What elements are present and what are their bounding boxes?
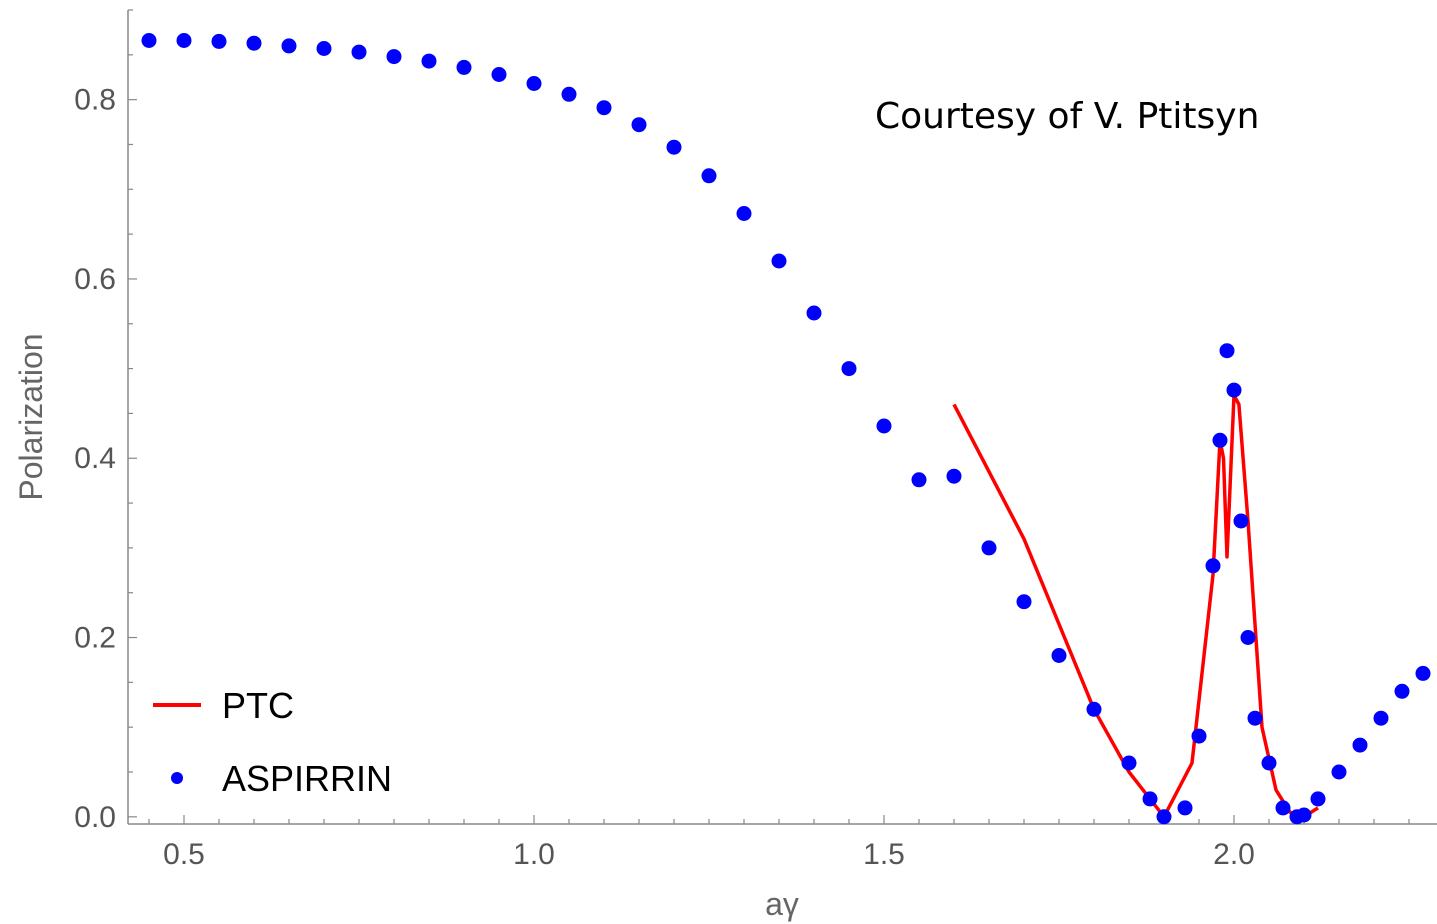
aspirrin-point: [876, 418, 892, 434]
aspirrin-point: [1086, 701, 1102, 717]
aspirrin-point: [211, 33, 227, 49]
y-ticks: 0.0 0.2 0.4 0.6 0.8: [74, 9, 137, 834]
aspirrin-point: [1331, 764, 1347, 780]
aspirrin-point: [456, 59, 472, 75]
y-tick-label: 0.0: [74, 801, 116, 834]
aspirrin-point: [1156, 809, 1172, 825]
aspirrin-point: [1240, 630, 1256, 645]
y-tick-label: 0.2: [74, 622, 116, 655]
aspirrin-point: [141, 33, 157, 48]
y-tick-label: 0.6: [74, 263, 116, 296]
aspirrin-point: [1233, 513, 1249, 529]
aspirrin-point: [316, 41, 332, 56]
aspirrin-point: [771, 253, 787, 269]
aspirrin-point: [1296, 807, 1312, 823]
aspirrin-point: [1310, 791, 1326, 807]
aspirrin-point: [1177, 800, 1193, 816]
aspirrin-point: [1051, 648, 1067, 663]
ptc-line: [952, 393, 1319, 819]
aspirrin-point: [841, 361, 857, 377]
aspirrin-point: [421, 53, 437, 69]
x-tick-label: 1.5: [863, 838, 905, 871]
aspirrin-point: [1219, 343, 1235, 359]
aspirrin-point: [1191, 728, 1207, 744]
aspirrin-point: [1205, 558, 1221, 574]
aspirrin-point: [491, 67, 507, 82]
aspirrin-point: [981, 540, 997, 556]
aspirrin-point: [736, 206, 752, 221]
x-axis-title: aγ: [765, 886, 799, 922]
y-axis-title: Polarization: [13, 333, 49, 500]
aspirrin-point: [1121, 755, 1137, 771]
aspirrin-point: [246, 35, 262, 51]
aspirrin-point: [946, 468, 962, 484]
aspirrin-point: [1247, 710, 1263, 726]
x-tick-label: 2.0: [1213, 838, 1255, 871]
aspirrin-point: [351, 44, 367, 60]
aspirrin-point: [631, 117, 647, 133]
aspirrin-point: [596, 100, 612, 116]
aspirrin-point: [1394, 683, 1410, 699]
aspirrin-point: [806, 305, 822, 321]
aspirrin-point: [526, 76, 542, 91]
y-tick-label: 0.8: [74, 84, 116, 117]
aspirrin-series: [141, 33, 1431, 825]
legend-aspirrin-label: ASPIRRIN: [222, 758, 392, 799]
aspirrin-point: [1226, 382, 1242, 398]
x-tick-label: 1.0: [513, 838, 555, 871]
plot-frame: [127, 10, 1437, 825]
aspirrin-point: [1212, 432, 1228, 448]
aspirrin-point: [386, 49, 402, 65]
aspirrin-point: [1275, 800, 1291, 816]
aspirrin-point: [1142, 791, 1158, 807]
x-tick-label: 0.5: [163, 838, 205, 871]
x-ticks: 0.5 1.0 1.5 2.0: [148, 815, 1410, 871]
ptc-series: [952, 393, 1319, 819]
aspirrin-point: [1352, 737, 1368, 753]
legend: PTC ASPIRRIN: [153, 685, 392, 799]
aspirrin-point: [911, 472, 927, 488]
legend-aspirrin-swatch: [171, 772, 183, 784]
aspirrin-point: [1016, 594, 1032, 610]
aspirrin-point: [1373, 710, 1389, 726]
annotation-text: Courtesy of V. Ptitsyn: [875, 96, 1259, 137]
aspirrin-point: [561, 86, 577, 102]
aspirrin-point: [1261, 755, 1277, 771]
y-tick-label: 0.4: [74, 442, 116, 475]
aspirrin-point: [1415, 665, 1431, 681]
aspirrin-point: [666, 139, 682, 155]
aspirrin-point: [701, 168, 717, 184]
legend-ptc-label: PTC: [222, 685, 294, 726]
aspirrin-point: [281, 38, 297, 54]
aspirrin-point: [176, 33, 192, 48]
